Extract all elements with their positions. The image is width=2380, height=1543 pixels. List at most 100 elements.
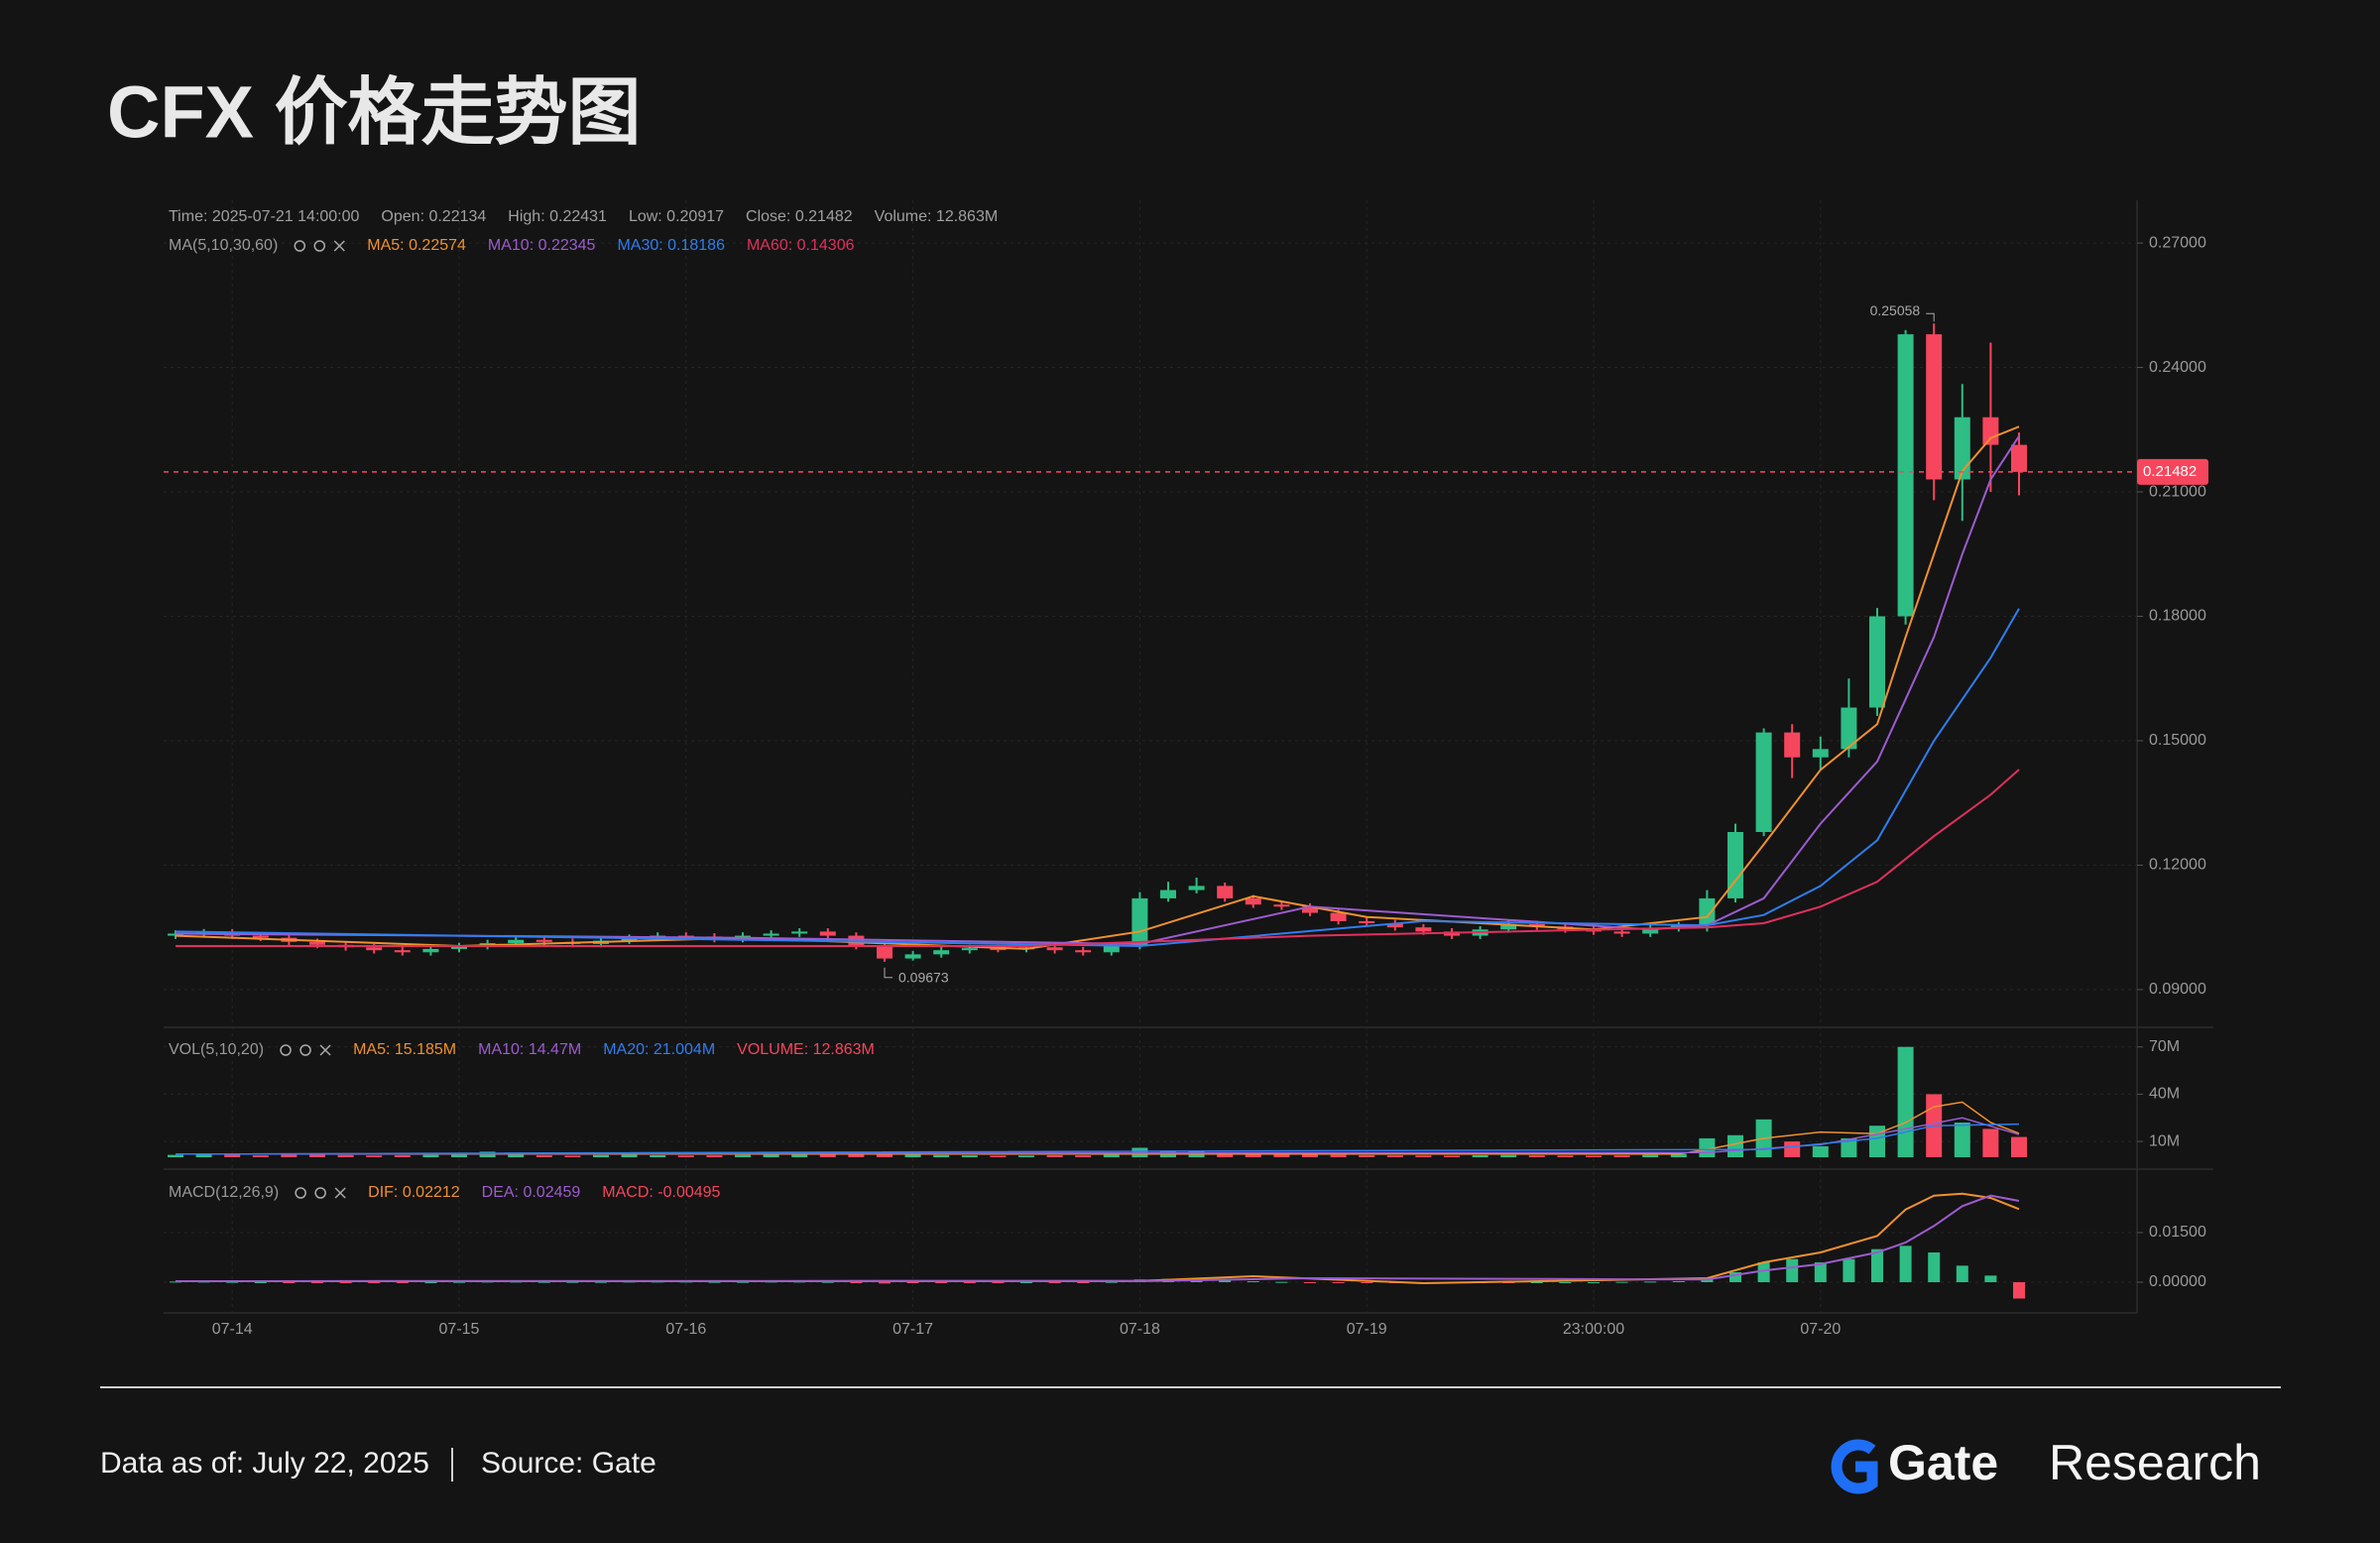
legend-icon [280, 1044, 292, 1056]
volume-bar [593, 1154, 609, 1157]
macd-bar [1361, 1282, 1373, 1283]
volume-bar [933, 1154, 950, 1157]
candle-body [1982, 416, 1999, 445]
macd-bar [963, 1282, 976, 1283]
candle-body [1613, 931, 1630, 934]
candle-body [1245, 897, 1261, 905]
legend-icon [314, 1187, 326, 1199]
macd-bar [566, 1281, 579, 1283]
annotation-arrow [884, 967, 892, 979]
line [175, 1123, 2020, 1155]
candle-body [1075, 950, 1092, 953]
legend-entry: Close: 0.21482 [746, 208, 853, 225]
macd-bar [424, 1282, 437, 1283]
candle-body [1812, 749, 1829, 758]
volume-bar [791, 1154, 808, 1157]
x-tick-label: 07-20 [1800, 1321, 1841, 1338]
y-tick-label: 70M [2149, 1038, 2180, 1055]
candle-body [1302, 906, 1318, 913]
candle-body [1869, 616, 1885, 708]
candle-body [990, 948, 1007, 951]
candle-body [252, 935, 269, 938]
macd-bar [1530, 1282, 1543, 1283]
candle-body [366, 947, 383, 951]
macd-bar [1588, 1282, 1600, 1283]
y-tick-label: 10M [2149, 1132, 2180, 1149]
legend-icon [313, 240, 326, 252]
macd-bar [1048, 1282, 1061, 1283]
volume-bar [677, 1155, 694, 1157]
legend-entry: MA20: 21.004M [603, 1041, 715, 1058]
volume-bar [706, 1155, 723, 1157]
legend-entry: MACD: -0.00495 [602, 1184, 720, 1201]
volume-bar [1897, 1046, 1914, 1157]
y-tick-label: 0.09000 [2149, 981, 2206, 998]
volume-bar [536, 1155, 552, 1157]
brand-name: Gate [1888, 1435, 1998, 1490]
low-annotation: 0.09673 [898, 969, 949, 985]
macd-bar [935, 1282, 948, 1283]
legend-title: VOL(5,10,20) [169, 1041, 264, 1058]
volume-bar [337, 1154, 354, 1157]
legend-entry: MA10: 14.47M [478, 1041, 581, 1058]
brand-icon [1831, 1439, 1878, 1494]
macd-bar [737, 1281, 749, 1283]
volume-bar [1386, 1155, 1403, 1157]
candle-body [1330, 912, 1347, 921]
legend-entry: Low: 0.20917 [629, 208, 724, 225]
macd-bar [1672, 1281, 1685, 1282]
volume-bar [1869, 1126, 1885, 1157]
volume-bar [1415, 1155, 1432, 1157]
chart-title: CFX 价格走势图 [107, 71, 642, 154]
macd-bar [1984, 1275, 1997, 1282]
macd-bar [595, 1281, 607, 1283]
line [175, 608, 2020, 948]
volume-bar [366, 1155, 383, 1157]
macd-bar [1105, 1281, 1118, 1283]
volume-bar [1500, 1154, 1517, 1157]
macd-bar [1786, 1258, 1799, 1282]
candle-body [877, 946, 892, 959]
candle-body [1642, 928, 1659, 934]
macd-bar [1332, 1282, 1345, 1283]
x-tick-label: 07-15 [439, 1321, 480, 1338]
macd-bar [283, 1282, 296, 1283]
volume-bar [1444, 1155, 1460, 1157]
macd-bar [1275, 1281, 1288, 1283]
volume-bar [2011, 1136, 2027, 1157]
candle-body [763, 933, 779, 936]
macd-bar [1644, 1281, 1657, 1283]
candle-body [451, 946, 467, 949]
volume-bar [1982, 1128, 1999, 1157]
candle-body [309, 941, 325, 945]
candle-body [1131, 897, 1148, 947]
candle-body [1046, 947, 1063, 951]
macd-bar [1219, 1280, 1232, 1282]
legend-icon [299, 1044, 311, 1056]
volume-bar [1557, 1155, 1574, 1157]
macd-bar [1928, 1252, 1941, 1282]
macd-bar [821, 1281, 834, 1283]
macd-bar [2013, 1282, 2025, 1299]
macd-bar [254, 1282, 267, 1283]
macd-bar [850, 1282, 863, 1283]
volume-bar [1784, 1141, 1801, 1157]
footer-date: Data as of: July 22, 2025 [100, 1447, 429, 1480]
volume-bar [735, 1154, 751, 1157]
legend-entry: MA60: 0.14306 [747, 237, 855, 254]
candle-body [791, 931, 808, 934]
macd-bar [1729, 1272, 1741, 1282]
candle-body [1103, 946, 1120, 953]
macd-bar [1559, 1282, 1572, 1283]
line [176, 1194, 2020, 1282]
candle-body [1784, 732, 1801, 758]
brand-logo: Gate Research [1831, 1435, 2261, 1494]
legend-entry: Open: 0.22134 [381, 208, 486, 225]
volume-bar [819, 1153, 836, 1157]
volume-bar [451, 1153, 467, 1157]
volume-bar [508, 1154, 525, 1157]
candle-body [1160, 890, 1176, 898]
volume-bar [1812, 1145, 1829, 1157]
volume-bar [961, 1155, 978, 1157]
volume-bar [650, 1154, 666, 1157]
